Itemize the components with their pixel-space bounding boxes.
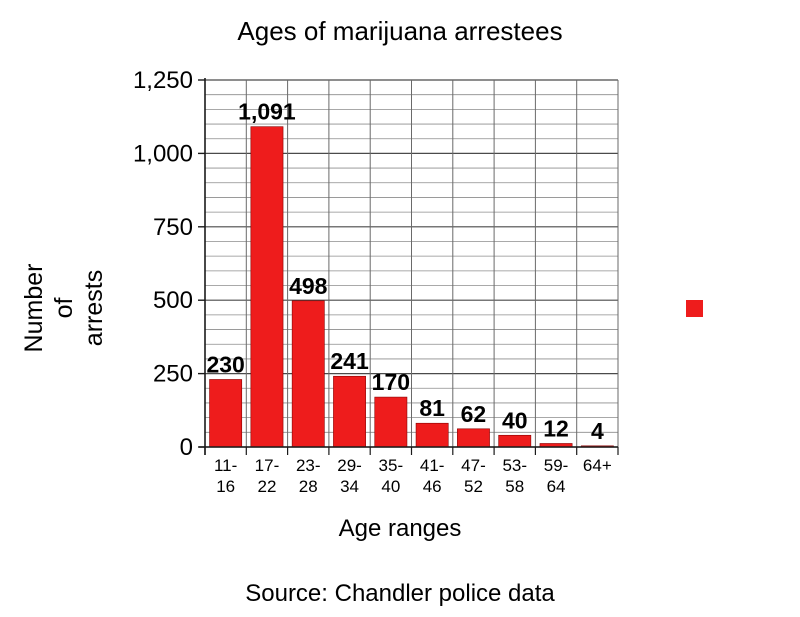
x-tick-label: 17- [255,456,280,475]
x-tick-label: 35- [379,456,404,475]
bars [209,126,614,448]
data-label: 40 [502,407,528,433]
data-label: 170 [372,369,410,395]
y-tick-label: 1,000 [133,140,193,167]
data-label: 498 [289,273,328,299]
x-tick-label: 52 [464,477,483,496]
y-axis-label-line-2: of [50,298,78,319]
x-tick-label: 16 [216,477,235,496]
x-tick-label: 40 [381,477,400,496]
x-tick-label: 29- [337,456,362,475]
data-label: 230 [206,351,244,377]
source-note: Source: Chandler police data [245,580,555,607]
axes [198,78,619,455]
x-tick-label: 28 [299,477,318,496]
y-tick-labels: 0 250 500 750 1,000 1,250 [133,67,193,461]
y-tick-label: 500 [153,287,193,314]
x-tick-label: 58 [505,477,524,496]
y-axis-label-line-3: arrests [80,270,108,346]
bar [250,126,284,448]
x-tick-label: 46 [423,477,442,496]
y-tick-label: 250 [153,361,193,388]
x-tick-label: 23- [296,456,321,475]
x-tick-label: 22 [257,477,276,496]
x-tick-label: 64+ [583,456,612,475]
x-tick-label: 34 [340,477,359,496]
bar [209,379,243,448]
x-tick-label: 59- [544,456,569,475]
y-tick-label: 1,250 [133,67,193,94]
x-tick-label: 53- [502,456,527,475]
x-tick-label: 64 [547,477,566,496]
data-label: 12 [543,415,569,441]
x-tick-labels: 11- 16 17- 22 23- 28 29- 34 35- 40 41- 46 47- 52 53- 58… [214,456,612,496]
y-tick-label: 750 [153,214,193,241]
bar [498,434,532,448]
y-axis-label: Number of arrests [20,264,108,353]
x-tick-label: 11- [214,456,237,475]
chart-title: Ages of marijuana arrestees [237,16,562,46]
x-axis-label: Age ranges [339,515,462,542]
data-label: 241 [330,348,369,374]
data-label: 62 [461,401,487,427]
bar [291,300,325,448]
y-tick-label: 0 [180,434,193,461]
bar [374,396,408,448]
bar [415,422,449,448]
y-axis-label-line-1: Number [20,264,48,353]
x-tick-label: 41- [420,456,445,475]
legend-marker [686,300,703,317]
data-label: 4 [591,418,604,444]
data-label: 81 [419,395,445,421]
bar [333,375,366,448]
x-tick-label: 47- [461,456,486,475]
data-label: 1,091 [238,99,296,125]
bar [457,428,490,448]
